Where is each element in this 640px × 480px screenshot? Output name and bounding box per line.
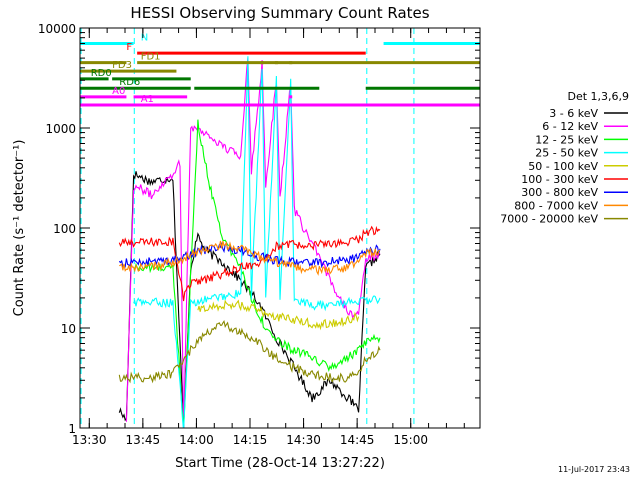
- legend-label-1: 6 - 12 keV: [542, 120, 598, 133]
- series-line-3: [133, 56, 381, 428]
- y-axis-label: Count Rate (s⁻¹ detector⁻¹): [12, 140, 27, 317]
- plot-area: [80, 28, 415, 428]
- legend-label-8: 7000 - 20000 keV: [500, 213, 598, 226]
- x-tick-label-0: 13:30: [72, 433, 107, 447]
- x-tick-label-5: 14:45: [340, 433, 375, 447]
- series-line-1: [125, 58, 381, 428]
- x-tick-label-2: 14:00: [179, 433, 214, 447]
- series-line-4: [197, 299, 360, 331]
- flag-dot-1: [274, 61, 278, 65]
- legend-title: Det 1,3,6,9: [567, 90, 629, 103]
- flag-dot-3: [289, 95, 293, 99]
- x-tick-label-1: 13:45: [126, 433, 161, 447]
- legend-label-4: 50 - 100 keV: [528, 160, 598, 173]
- chart-title: HESSI Observing Summary Count Rates: [130, 4, 429, 22]
- flag-label-5: RD6: [119, 77, 140, 88]
- series-line-6: [118, 241, 381, 269]
- series-line-8: [118, 319, 381, 384]
- y-tick-label-1: 10: [61, 322, 76, 336]
- flag-label-6: A0: [112, 86, 125, 97]
- y-tick-label-4: 10000: [38, 22, 76, 36]
- legend-label-0: 3 - 6 keV: [549, 107, 598, 120]
- y-tick-label-0: 1: [68, 422, 76, 436]
- flag-dot-0: [260, 61, 264, 65]
- x-tick-label-3: 14:15: [233, 433, 268, 447]
- x-tick-label-6: 15:00: [393, 433, 428, 447]
- flag-label-7: A1: [141, 94, 154, 105]
- series-line-5: [118, 225, 381, 302]
- x-tick-label-4: 14:30: [286, 433, 321, 447]
- flag-dot-2: [289, 61, 293, 65]
- legend-label-7: 800 - 7000 keV: [514, 199, 598, 212]
- axes: 1 10 100 1000 10000 13:30 13:45 14:00 14:15 14:30…: [38, 22, 481, 447]
- series-line-2: [133, 119, 381, 426]
- y-tick-label-3: 1000: [45, 122, 76, 136]
- legend-label-5: 100 - 300 keV: [521, 173, 598, 186]
- flag-label-2: FD1: [141, 52, 161, 63]
- timestamp: 11-Jul-2017 23:43: [557, 465, 630, 474]
- flag-label-4: RD0: [91, 68, 112, 79]
- flag-label-3: FD3: [112, 60, 132, 71]
- x-axis-label: Start Time (28-Oct-14 13:27:22): [175, 456, 385, 471]
- legend-label-2: 12 - 25 keV: [535, 133, 598, 146]
- series-line-7: [119, 240, 381, 276]
- legend-label-3: 25 - 50 keV: [535, 147, 598, 160]
- legend-label-6: 300 - 800 keV: [521, 186, 598, 199]
- y-tick-label-2: 100: [53, 222, 76, 236]
- flag-label-0: N: [141, 32, 148, 43]
- flag-label-1: F: [126, 42, 132, 53]
